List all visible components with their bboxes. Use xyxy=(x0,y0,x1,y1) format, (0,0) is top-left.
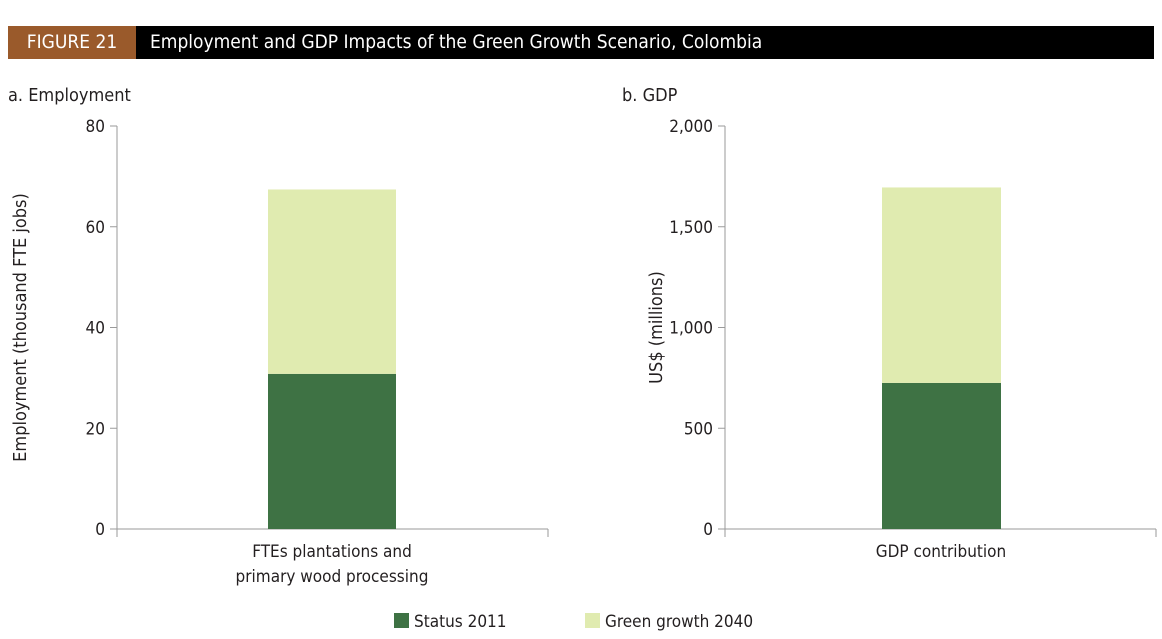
figure-label: FIGURE 21 xyxy=(8,26,136,59)
legend: Status 2011 Green growth 2040 xyxy=(394,612,753,632)
gdp-panel-label: b. GDP xyxy=(622,85,678,106)
gdp-category-label: GDP contribution xyxy=(876,542,1006,562)
gdp-bar-green-growth-2040 xyxy=(882,187,1001,383)
legend-swatch-status-2011 xyxy=(394,613,409,628)
employment-y-tick-label: 0 xyxy=(95,520,105,540)
gdp-bar-status-2011 xyxy=(882,382,1001,529)
gdp-y-tick-label: 500 xyxy=(684,419,713,439)
gdp-y-tick-label: 1,000 xyxy=(669,319,713,339)
legend-swatch-green-growth-2040 xyxy=(585,613,600,628)
employment-y-axis-title: Employment (thousand FTE jobs) xyxy=(10,193,31,462)
employment-y-tick-label: 20 xyxy=(86,419,105,439)
employment-panel-label: a. Employment xyxy=(8,85,131,106)
figure-title: Employment and GDP Impacts of the Green … xyxy=(150,31,763,53)
gdp-y-axis-title: US$ (millions) xyxy=(646,271,667,384)
gdp-panel: b. GDP US$ (millions) 0 500 1,000 1,500 2,000 G… xyxy=(622,85,1157,562)
gdp-y-tick-label: 2,000 xyxy=(669,117,713,137)
gdp-y-tick-label: 0 xyxy=(703,520,713,540)
employment-category-label: FTEs plantations and xyxy=(252,542,412,562)
employment-y-tick-label: 40 xyxy=(86,319,105,339)
employment-bar-status-2011 xyxy=(268,373,396,529)
employment-panel: a. Employment Employment (thousand FTE jo… xyxy=(8,85,549,587)
figure-header: FIGURE 21 Employment and GDP Impacts of … xyxy=(8,26,1154,59)
employment-y-tick-label: 60 xyxy=(86,218,105,238)
employment-category-label: primary wood processing xyxy=(236,567,429,587)
employment-y-tick-label: 80 xyxy=(86,117,105,137)
gdp-y-tick-label: 1,500 xyxy=(669,218,713,238)
legend-label-green-growth-2040: Green growth 2040 xyxy=(605,612,753,632)
legend-label-status-2011: Status 2011 xyxy=(414,612,507,632)
employment-bar-green-growth-2040 xyxy=(268,189,396,374)
